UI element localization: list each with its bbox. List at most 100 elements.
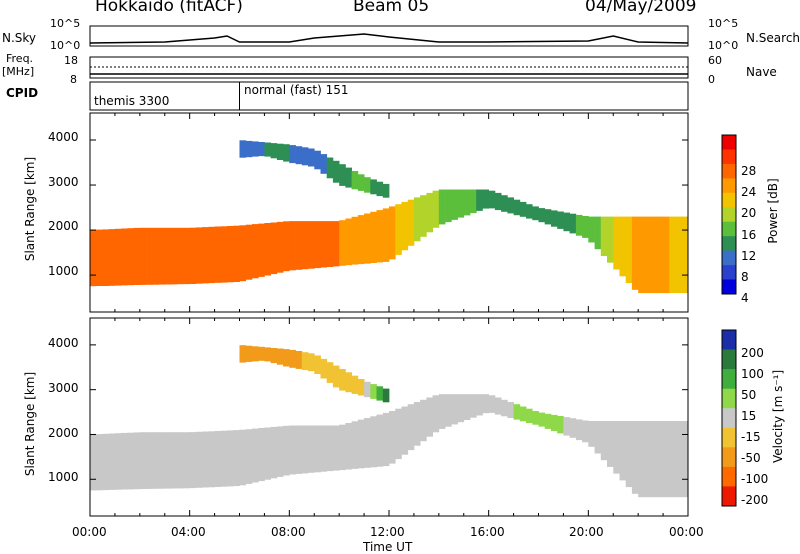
power-cbar-tick: 12	[741, 249, 757, 263]
velocity-cell	[681, 421, 689, 498]
velocity-cell	[588, 421, 595, 447]
power-cell	[227, 226, 234, 283]
power-cell	[663, 216, 670, 294]
power-cell	[332, 221, 340, 267]
velocity-colorbar-cell	[722, 466, 736, 487]
power-colorbar-cell	[722, 207, 736, 223]
power-colorbar-cell	[722, 149, 736, 165]
power-cell	[594, 216, 602, 250]
velocity-ytick: 4000	[48, 336, 79, 350]
power-cell	[625, 216, 633, 283]
velocity-cell	[420, 399, 427, 442]
beam-title: Beam 05	[353, 0, 430, 16]
power-cell	[357, 174, 365, 191]
power-cell	[656, 216, 664, 294]
station-title: Hokkaido (fitACF)	[95, 0, 243, 16]
power-cell	[376, 181, 384, 197]
velocity-cell	[557, 416, 564, 434]
power-cell	[370, 179, 377, 195]
velocity-cell	[538, 412, 546, 427]
power-cell	[395, 204, 402, 255]
power-cell	[582, 216, 589, 238]
velocity-cell	[401, 406, 409, 455]
velocity-cell	[445, 394, 452, 427]
power-cell	[551, 210, 558, 227]
power-cell	[258, 223, 265, 277]
velocity-colorbar-cell	[722, 349, 736, 370]
velocity-cell	[644, 421, 651, 498]
velocity-cell	[625, 421, 633, 488]
velocity-cell	[114, 433, 122, 490]
power-cell	[252, 224, 259, 279]
power-colorbar-cell	[722, 135, 736, 150]
x-tick: 00:00	[669, 525, 704, 539]
velocity-cell	[189, 432, 197, 489]
velocity-cell	[619, 421, 627, 481]
velocity-colorbar-cell	[722, 408, 736, 429]
power-cell	[650, 216, 658, 294]
velocity-cell	[382, 388, 390, 403]
velocity-cell	[227, 430, 234, 487]
power-cell	[102, 229, 110, 286]
power-cell	[183, 227, 190, 285]
velocity-cell	[133, 432, 141, 490]
velocity-ytick: 3000	[48, 381, 79, 395]
velocity-cell	[382, 412, 390, 467]
velocity-cell	[482, 394, 489, 414]
power-cbar-tick: 20	[741, 206, 757, 220]
power-cell	[519, 201, 527, 217]
power-cell	[532, 206, 539, 221]
power-cell	[575, 214, 583, 236]
power-cbar-tick: 8	[741, 270, 749, 284]
velocity-cell	[139, 432, 147, 489]
velocity-cell	[332, 365, 340, 388]
power-cell	[339, 164, 346, 186]
power-cell	[301, 221, 309, 270]
power-cell	[220, 226, 228, 283]
velocity-cell	[308, 425, 315, 473]
velocity-cell	[432, 395, 440, 433]
power-cell	[457, 189, 465, 218]
date-title: 04/May/2009	[585, 0, 697, 16]
noise-left-tick-top: 10^5	[50, 17, 81, 30]
velocity-cell	[195, 431, 203, 488]
power-cell	[276, 143, 284, 160]
velocity-cell	[675, 421, 683, 498]
power-cell	[613, 216, 620, 270]
noise-right-tick-bottom: 10^0	[708, 39, 739, 52]
power-cell	[644, 216, 651, 294]
power-cell	[351, 216, 359, 265]
velocity-cell	[526, 408, 533, 423]
velocity-ytick: 1000	[48, 470, 79, 484]
power-cell	[177, 227, 184, 285]
velocity-cell	[177, 432, 184, 489]
power-cell	[90, 229, 97, 287]
power-cell	[233, 225, 240, 282]
velocity-cbar-tick: -200	[741, 493, 769, 507]
power-cell	[320, 221, 328, 268]
velocity-cell	[507, 402, 514, 418]
power-colorbar-cell	[722, 265, 736, 280]
power-cell	[389, 206, 396, 260]
power-cbar-label: Power [dB]	[766, 178, 780, 244]
velocity-cell	[258, 428, 265, 482]
power-cell	[245, 140, 253, 158]
velocity-colorbar-cell	[722, 486, 736, 507]
power-ytick: 3000	[48, 175, 79, 189]
power-cell	[382, 183, 390, 198]
velocity-cell	[351, 375, 359, 394]
power-cell	[264, 223, 271, 276]
velocity-cell	[563, 417, 570, 436]
power-cell	[370, 211, 377, 263]
velocity-cell	[513, 404, 521, 420]
power-cell	[258, 142, 265, 157]
nave-tick-top: 60	[708, 54, 722, 67]
velocity-cell	[314, 355, 321, 374]
power-ytick: 1000	[48, 264, 79, 278]
velocity-cell	[121, 432, 128, 490]
power-cell	[158, 227, 166, 285]
power-cell	[413, 197, 421, 242]
power-cell	[407, 199, 415, 246]
cpid-label: CPID	[6, 86, 39, 100]
velocity-cell	[438, 394, 446, 429]
